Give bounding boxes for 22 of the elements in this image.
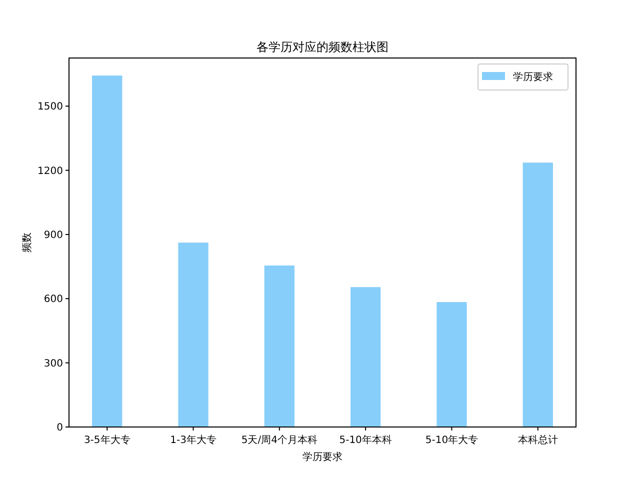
y-tick-label: 600: [44, 294, 63, 306]
bar: [178, 242, 208, 427]
y-tick-label: 900: [44, 230, 63, 241]
bar: [350, 287, 381, 427]
x-tick-label: 3-5年大专: [84, 434, 130, 446]
x-tick-label: 1-3年大专: [170, 434, 216, 446]
y-axis-title: 频数: [21, 232, 33, 252]
y-tick-label: 300: [44, 358, 63, 370]
chart-title: 各学历对应的频数柱状图: [256, 40, 388, 54]
y-tick-label: 0: [56, 422, 63, 434]
bar: [436, 302, 467, 427]
bar: [264, 265, 294, 427]
bar: [92, 76, 122, 427]
x-tick-label: 5-10年大专: [425, 434, 478, 446]
x-tick-label: 5-10年本科: [339, 434, 392, 446]
x-tick-label: 5天/周4个月本科: [241, 434, 318, 446]
y-tick-label: 1500: [38, 102, 63, 113]
x-tick-label: 本科总计: [518, 434, 558, 446]
y-tick-label: 1200: [38, 166, 63, 177]
bar: [522, 162, 553, 427]
legend-label: 学历要求: [513, 71, 553, 83]
x-axis-title: 学历要求: [302, 451, 342, 463]
